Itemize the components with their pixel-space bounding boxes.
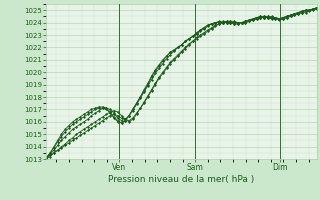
X-axis label: Pression niveau de la mer( hPa ): Pression niveau de la mer( hPa )	[108, 175, 255, 184]
